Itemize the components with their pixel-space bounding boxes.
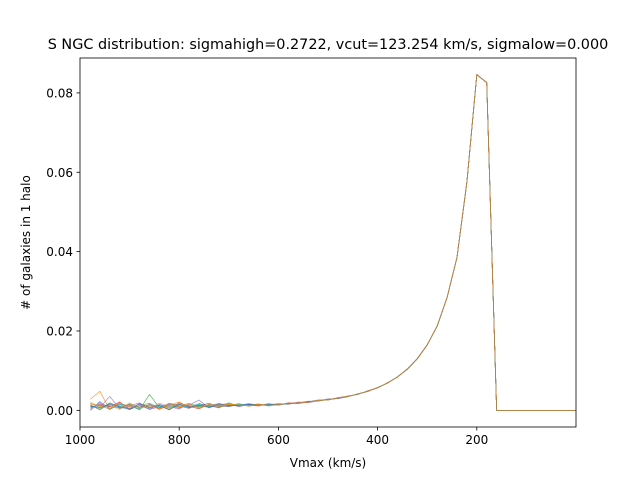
y-axis-label: # of galaxies in 1 halo bbox=[19, 175, 33, 310]
x-tick-label: 600 bbox=[267, 433, 290, 447]
y-tick-label: 0.08 bbox=[46, 86, 73, 100]
series-line-1 bbox=[90, 74, 576, 411]
series-line-10 bbox=[90, 74, 576, 411]
y-tick-label: 0.02 bbox=[46, 324, 73, 338]
y-tick-label: 0.06 bbox=[46, 166, 73, 180]
series-line-4 bbox=[90, 74, 576, 411]
x-tick-label: 200 bbox=[465, 433, 488, 447]
series-line-8 bbox=[90, 74, 576, 411]
series-line-6 bbox=[90, 74, 576, 411]
series-line-11 bbox=[90, 74, 576, 411]
plot-frame bbox=[79, 57, 577, 428]
y-tick-label: 0.04 bbox=[46, 245, 73, 259]
series-line-3 bbox=[90, 73, 576, 411]
series-line-5 bbox=[90, 74, 576, 411]
series-layer bbox=[90, 73, 576, 411]
y-axis: 0.00 0.02 0.04 0.06 0.08 bbox=[46, 86, 80, 418]
chart-title: S NGC distribution: sigmahigh=0.2722, vc… bbox=[48, 37, 609, 53]
series-line-9 bbox=[90, 74, 576, 411]
x-tick-label: 400 bbox=[366, 433, 389, 447]
x-tick-label: 1000 bbox=[65, 433, 96, 447]
y-tick-label: 0.00 bbox=[46, 404, 73, 418]
series-line-7 bbox=[90, 74, 576, 411]
x-axis-label: Vmax (km/s) bbox=[290, 456, 366, 470]
series-line-2 bbox=[90, 74, 576, 411]
x-tick-label: 800 bbox=[168, 433, 191, 447]
x-axis: 1000 800 600 400 200 bbox=[65, 427, 488, 447]
series-line-12 bbox=[90, 74, 576, 411]
